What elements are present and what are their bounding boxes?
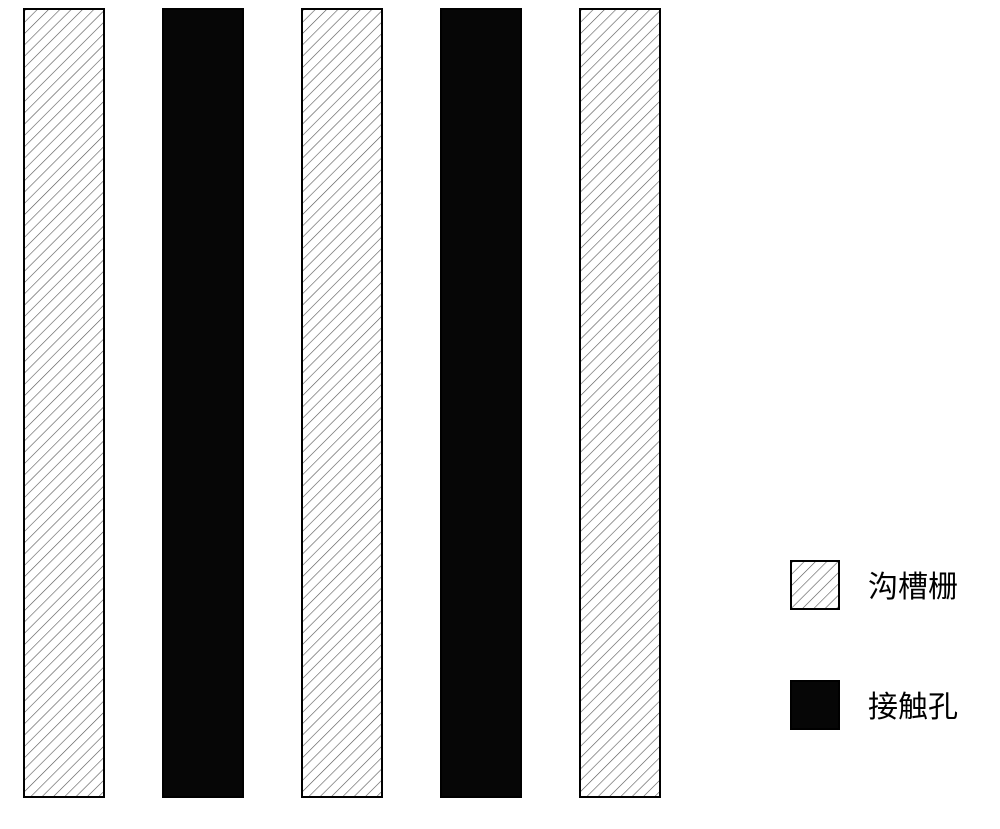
legend-swatch-contact-hole <box>790 680 840 730</box>
trench-gate-stripe <box>301 8 383 798</box>
hatch-fill-icon <box>581 10 659 796</box>
diagram-canvas: 沟槽栅 接触孔 <box>0 0 1000 829</box>
trench-gate-stripe <box>23 8 105 798</box>
hatch-fill-icon <box>792 562 838 608</box>
hatch-fill-icon <box>25 10 103 796</box>
legend-label-contact-hole: 接触孔 <box>868 693 958 723</box>
contact-hole-stripe <box>162 8 244 798</box>
contact-hole-stripe <box>440 8 522 798</box>
legend-label-trench-gate: 沟槽栅 <box>868 573 958 603</box>
trench-gate-stripe <box>579 8 661 798</box>
hatch-fill-icon <box>303 10 381 796</box>
legend-swatch-trench-gate <box>790 560 840 610</box>
